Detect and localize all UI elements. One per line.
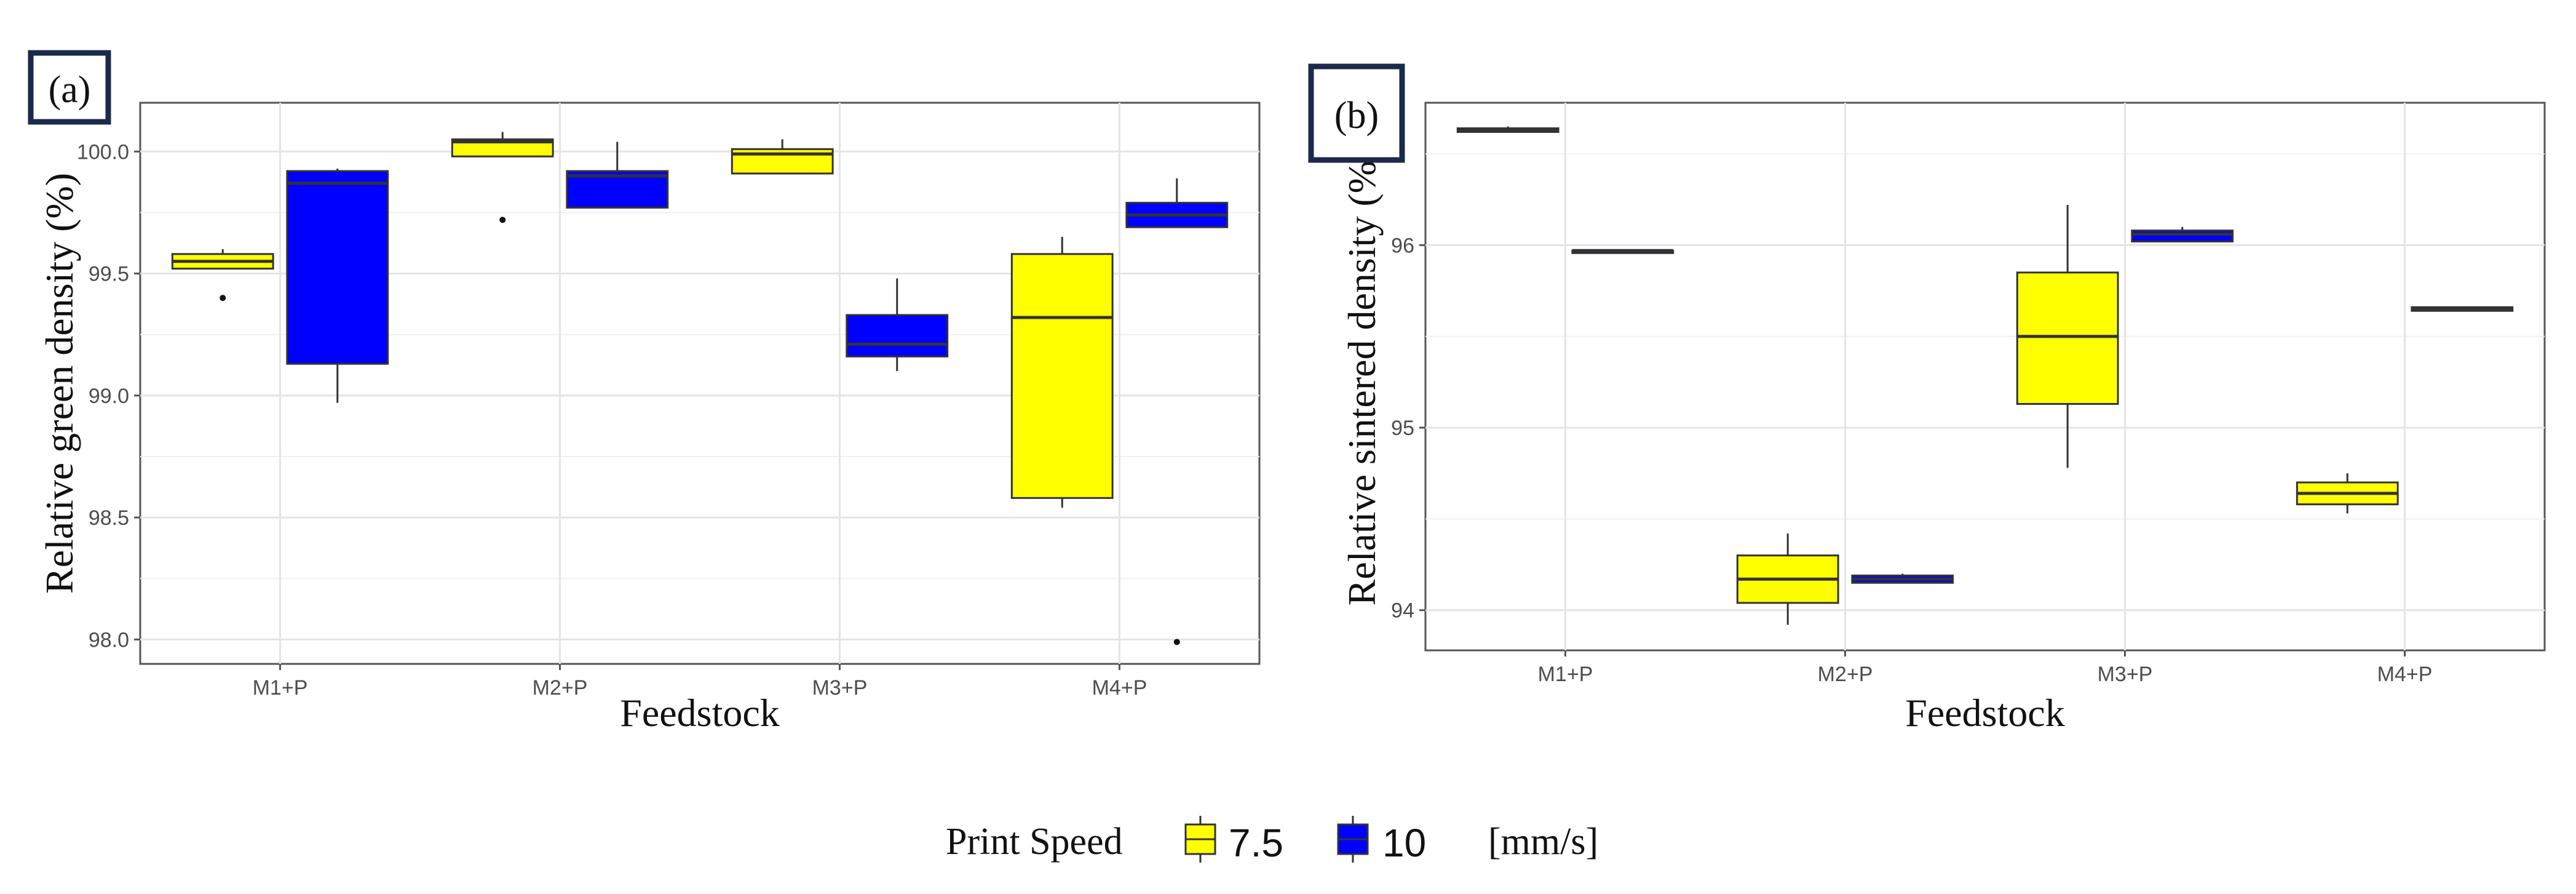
box-m1-p-10 [1571, 249, 1674, 254]
x-tick-label: M2+P [533, 676, 588, 700]
panel-a-chart: 98.0 98.5 99.0 99.5 100.0 M1+P M2+P M3+P M4+P F… [28, 50, 1261, 735]
box-m4-p-7-5 [2296, 473, 2399, 514]
x-tick-label: M3+P [812, 676, 868, 700]
x-axis-label: Feedstock [1905, 691, 2065, 735]
box-series [1456, 126, 2514, 625]
box-body [2131, 229, 2234, 242]
outlier-point [220, 295, 226, 301]
gridlines [1425, 103, 2545, 650]
panel-tag-box [1308, 63, 1405, 163]
y-axis-label: Relative green density (%) [38, 173, 81, 594]
x-tick-label: M1+P [1538, 663, 1593, 686]
x-axis-ticks: M1+P M2+P M3+P M4+P [1538, 650, 2433, 686]
box-body [286, 170, 389, 365]
legend-key-7-5 [1184, 816, 1216, 863]
box-m4-p-10 [2411, 306, 2514, 312]
box-m2-p-10 [1851, 573, 1954, 584]
x-tick-label: M4+P [2377, 663, 2433, 686]
y-tick-label: 98.0 [89, 628, 129, 652]
box-m4-p-7-5 [1010, 237, 1114, 508]
y-axis-ticks: 98.0 98.5 99.0 99.5 100.0 [77, 140, 140, 652]
box-body [1010, 253, 1114, 499]
box-m3-p-10 [2131, 226, 2234, 242]
box-m1-p-7-5 [1456, 126, 1559, 133]
x-axis-ticks: M1+P M2+P M3+P M4+P [253, 664, 1147, 700]
x-tick-label: M4+P [1092, 676, 1147, 700]
legend-title: Print Speed [946, 821, 1123, 863]
y-tick-label: 99.0 [89, 385, 129, 408]
legend-label-10: 10 [1382, 821, 1426, 865]
box-body [2016, 271, 2119, 405]
box-m1-p-7-5 [171, 249, 274, 301]
panel-tag: (b) [1334, 95, 1379, 137]
x-axis-label: Feedstock [620, 691, 780, 735]
plot-area [1424, 102, 2546, 652]
y-tick-label: 100.0 [77, 140, 129, 164]
box-m3-p-7-5 [2016, 205, 2119, 468]
box-m2-p-10 [566, 142, 669, 209]
panel-tag: (a) [49, 69, 91, 111]
legend-unit: [mm/s] [1488, 821, 1598, 863]
box-series [171, 132, 1229, 645]
x-tick-label: M1+P [253, 676, 308, 700]
panel-b-chart: 94 95 96 M1+P M2+P M3+P M4+P Feedstock Relati… [1308, 63, 2546, 735]
x-tick-label: M3+P [2098, 663, 2153, 686]
outlier-point [1173, 639, 1180, 645]
y-tick-label: 95 [1391, 417, 1414, 440]
y-tick-label: 94 [1391, 599, 1414, 623]
y-axis-ticks: 94 95 96 [1391, 234, 1425, 623]
panel-tag-box [28, 50, 111, 125]
box-m2-p-7-5 [1736, 533, 1839, 625]
box-m4-p-10 [1125, 178, 1229, 645]
y-tick-label: 96 [1391, 234, 1414, 257]
x-tick-label: M2+P [1818, 663, 1873, 686]
y-axis-label: Relative sintered density (%) [1340, 148, 1384, 606]
y-tick-label: 99.5 [89, 263, 129, 286]
box-m3-p-10 [846, 278, 949, 372]
legend-label-7-5: 7.5 [1229, 821, 1283, 865]
box-body [846, 314, 949, 357]
box-m3-p-7-5 [731, 139, 834, 175]
box-m1-p-10 [286, 169, 389, 403]
legend-key-10 [1337, 816, 1369, 863]
outlier-point [499, 217, 506, 223]
box-m2-p-7-5 [451, 132, 554, 223]
legend: Print Speed 7.5 10 [mm/s] [946, 816, 1598, 865]
y-tick-label: 98.5 [89, 506, 129, 530]
